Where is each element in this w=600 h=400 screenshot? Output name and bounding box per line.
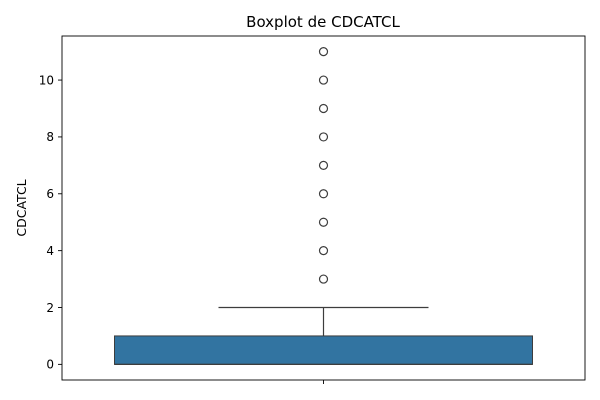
y-tick-label: 4 xyxy=(46,244,54,258)
outlier-point xyxy=(318,246,329,256)
y-tick-label: 8 xyxy=(46,130,54,144)
y-tick-label: 2 xyxy=(46,301,54,315)
outlier-point xyxy=(318,47,329,57)
outlier-point xyxy=(318,103,329,114)
y-tick-label: 6 xyxy=(46,187,54,201)
plot-area xyxy=(114,47,533,365)
outlier-point xyxy=(318,75,329,85)
outlier-point xyxy=(318,132,329,142)
y-tick-label: 0 xyxy=(46,358,54,372)
outlier-point xyxy=(318,160,329,170)
iqr-box xyxy=(114,335,533,365)
outlier-point xyxy=(318,189,329,199)
y-tick-label: 10 xyxy=(39,73,54,87)
y-axis-label: CDCATCL xyxy=(14,179,29,236)
chart-title: Boxplot de CDCATCL xyxy=(246,13,400,31)
outlier-point xyxy=(318,217,329,227)
outlier-point xyxy=(318,274,329,284)
